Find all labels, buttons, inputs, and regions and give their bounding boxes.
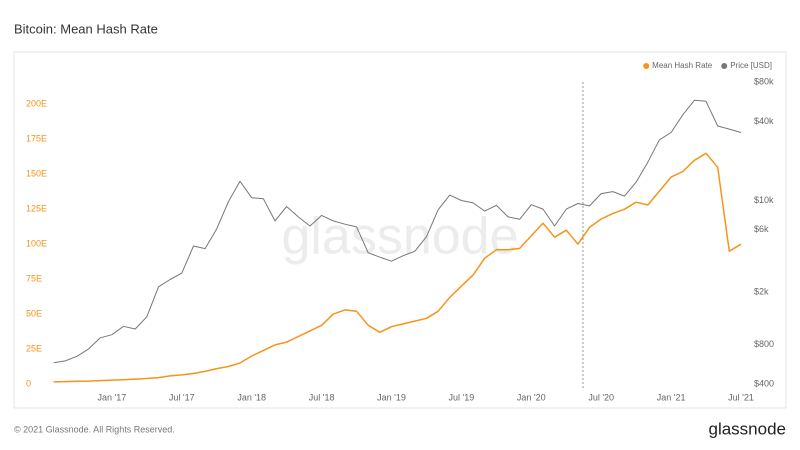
y-tick-label: 100E [26,239,47,249]
legend-swatch [721,63,728,69]
x-tick-label: Jan '21 [657,392,686,402]
y2-tick-label: $2k [754,287,769,297]
y-tick-label: 75E [26,274,42,284]
legend-label: Price [USD] [730,61,772,70]
x-tick-label: Jul '17 [169,392,195,402]
x-tick-label: Jan '20 [517,392,546,402]
series-line [53,99,742,364]
series-line [53,152,742,383]
x-tick-label: Jul '18 [309,392,335,402]
y-tick-label: 175E [26,134,47,144]
y-tick-label: 0 [26,378,31,388]
legend-label: Mean Hash Rate [652,61,713,70]
watermark: glassnode [281,208,518,266]
y-tick-label: 125E [26,204,47,214]
y-tick-label: 50E [26,308,42,318]
footer: © 2021 Glassnode. All Rights Reserved. [14,424,175,434]
x-tick-label: Jul '19 [449,392,475,402]
y2-tick-label: $40k [754,116,774,126]
y2-tick-label: $400 [754,378,774,388]
x-tick-label: Jul '20 [588,392,614,402]
y2-tick-label: $10k [754,195,774,205]
y-tick-label: 200E [26,99,47,109]
brand: glassnode [708,419,786,438]
y-tick-label: 150E [26,169,47,179]
legend-swatch [643,63,650,69]
chart-title: Bitcoin: Mean Hash Rate [14,21,158,36]
x-tick-label: Jan '17 [98,392,127,402]
x-tick-label: Jul '21 [728,392,754,402]
x-tick-label: Jan '19 [377,392,406,402]
y2-tick-label: $80k [754,76,774,86]
y-tick-label: 25E [26,343,42,353]
y2-tick-label: $6k [754,224,769,234]
x-tick-label: Jan '18 [237,392,266,402]
frame [13,51,787,409]
y2-tick-label: $800 [754,339,774,349]
